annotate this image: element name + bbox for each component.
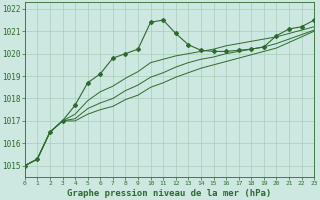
X-axis label: Graphe pression niveau de la mer (hPa): Graphe pression niveau de la mer (hPa) <box>67 189 272 198</box>
